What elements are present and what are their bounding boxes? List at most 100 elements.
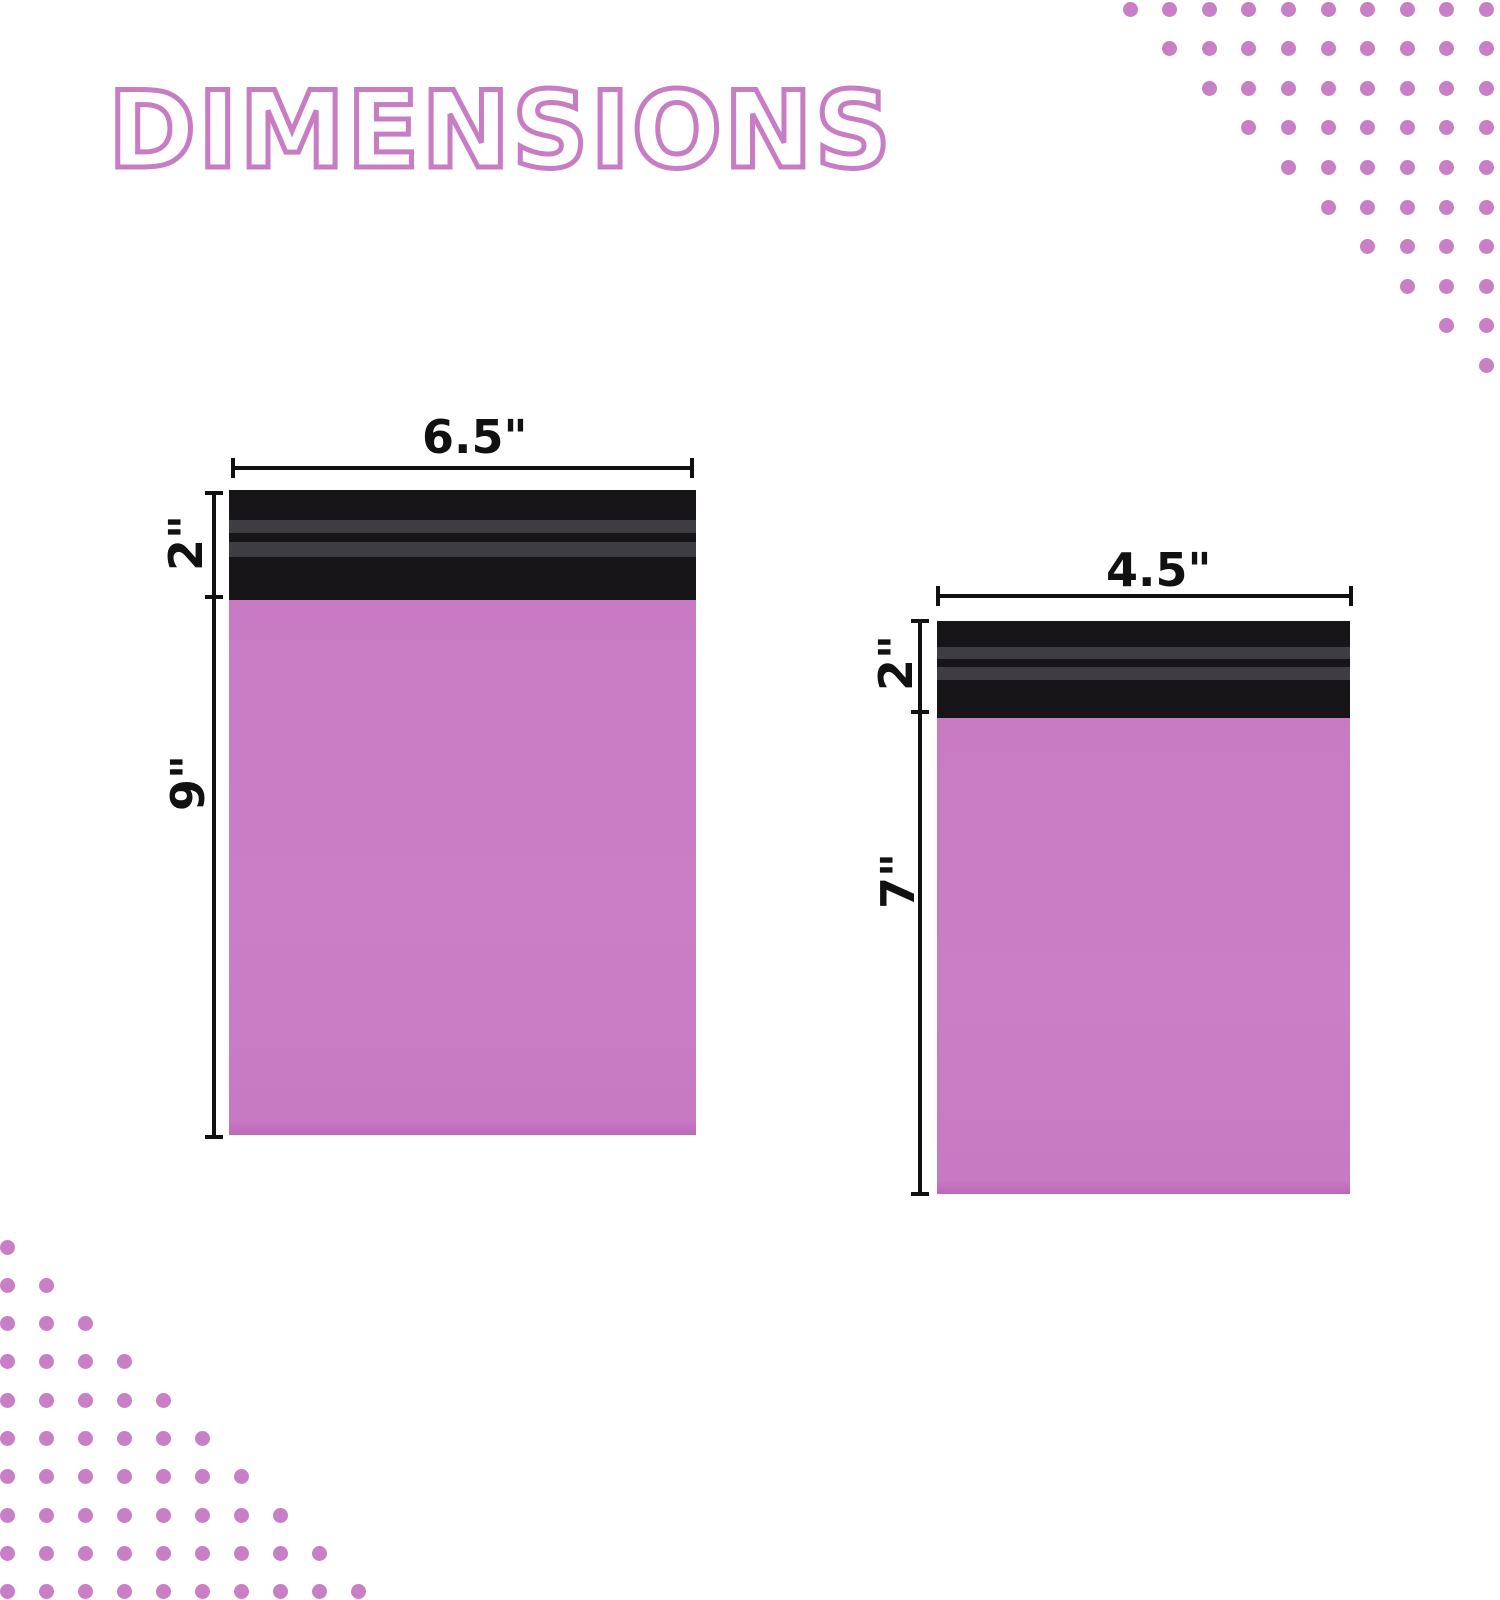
decorative-dot [77,1545,93,1561]
decorative-dot [1478,41,1494,57]
decorative-dot [155,1469,171,1485]
decorative-dot [350,1584,366,1600]
height-measure-tick [205,1135,223,1139]
height-measure-line-small [918,621,922,1194]
decorative-dot [1439,120,1455,136]
decorative-dot [116,1584,132,1600]
decorative-dot [1320,1,1336,17]
body-label-small: 7" [870,853,925,909]
height-measure-tick [911,619,929,623]
seal-stripe [937,647,1350,659]
decorative-dot [38,1277,54,1293]
mailer-small [937,621,1350,1194]
decorative-dot [77,1316,93,1332]
decorative-dot [1399,239,1415,255]
decorative-dot [0,1239,15,1255]
decorative-dot [233,1507,249,1523]
decorative-dot [1360,199,1376,215]
decorative-dot [116,1354,132,1370]
decorative-dot [1241,80,1257,96]
width-measure-line-large [232,466,692,470]
decorative-dot [1439,41,1455,57]
decorative-dot [116,1545,132,1561]
decorative-dot [1320,80,1336,96]
decorative-dot [0,1584,15,1600]
width-label-large: 6.5" [422,410,528,464]
decorative-dot [0,1316,15,1332]
mailer-large-body [229,600,696,1135]
decorative-dot [194,1507,210,1523]
decorative-dot [1439,239,1455,255]
decorative-dot [116,1507,132,1523]
decorative-dot [155,1584,171,1600]
decorative-dot [1241,120,1257,136]
height-measure-tick [205,595,223,599]
width-measure-tick [690,458,694,478]
height-measure-tick [205,491,223,495]
height-measure-tick [911,1192,929,1196]
height-measure-line-large [212,492,216,1138]
decorative-dot [1320,159,1336,175]
decorative-dot [1399,1,1415,17]
seal-stripe [229,520,696,533]
decorative-dot [0,1392,15,1408]
decorative-dot [1201,41,1217,57]
mailer-large [229,490,696,1135]
decorative-dot [1201,80,1217,96]
width-measure-tick [1349,586,1353,606]
decorative-dot [38,1354,54,1370]
decorative-dot [77,1354,93,1370]
decorative-dot [1280,41,1296,57]
decorative-dot [155,1392,171,1408]
decorative-dot [1478,120,1494,136]
decorative-dot [1439,278,1455,294]
decorative-dot [1478,199,1494,215]
decorative-dot [77,1584,93,1600]
decorative-dot [1399,120,1415,136]
decorative-dot [0,1469,15,1485]
seal-stripe [229,542,696,557]
decorative-dot [38,1316,54,1332]
width-measure-tick [936,586,940,606]
width-measure-tick [231,458,235,478]
decorative-dot [1241,41,1257,57]
decorative-dot [0,1354,15,1370]
decorative-dot [1439,80,1455,96]
decorative-dot [311,1584,327,1600]
decorative-dot [1320,41,1336,57]
seal-stripe [937,667,1350,680]
decorative-dot [77,1392,93,1408]
decorative-dot [1320,120,1336,136]
decorative-dot [194,1545,210,1561]
decorative-dot [1478,239,1494,255]
flap-label-small: 2" [868,635,923,691]
decorative-dot [0,1507,15,1523]
decorative-dot [1399,41,1415,57]
decorative-dot [0,1545,15,1561]
decorative-dot [1280,120,1296,136]
decorative-dot [233,1584,249,1600]
decorative-dot [38,1545,54,1561]
decorative-dot [116,1469,132,1485]
decorative-dot [1478,318,1494,334]
decorative-dot [1439,199,1455,215]
decorative-dot [38,1507,54,1523]
decorative-dot [1478,278,1494,294]
decorative-dot [1280,1,1296,17]
decorative-dot [1360,159,1376,175]
body-label-large: 9" [160,755,215,811]
decorative-dot [0,1277,15,1293]
decorative-dot [194,1584,210,1600]
decorative-dot [1439,1,1455,17]
decorative-dot [1399,199,1415,215]
decorative-dot [38,1392,54,1408]
decorative-dot [194,1469,210,1485]
decorative-dot [1162,41,1178,57]
decorative-dot [38,1469,54,1485]
decorative-dot [1360,239,1376,255]
decorative-dot [0,1431,15,1446]
decorative-dot [38,1584,54,1600]
decorative-dot [1399,80,1415,96]
decorative-dot [77,1431,93,1446]
decorative-dot [38,1431,54,1446]
